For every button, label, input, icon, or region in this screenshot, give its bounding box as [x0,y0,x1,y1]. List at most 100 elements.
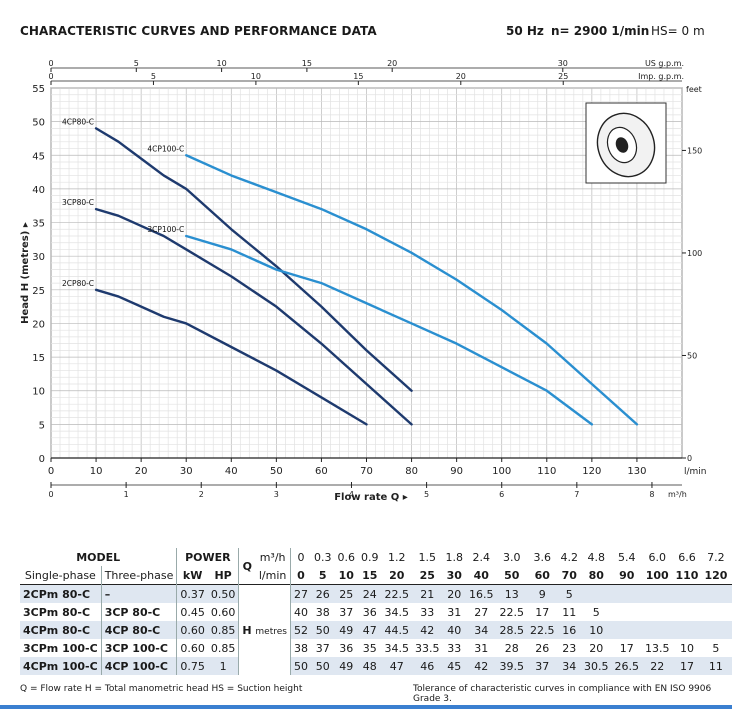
head-value: 20 [580,639,612,657]
three-phase-model: 4CP 100-C [100,657,177,675]
feet-tick-label: 0 [687,454,692,463]
q-m3h-value: 1.5 [411,548,443,566]
head-value: 16.5 [465,584,497,603]
head-value [672,584,702,603]
q-lmin-value: 120 [701,566,731,585]
head-value [641,621,673,639]
head-value: 49 [334,657,358,675]
head-value: 33.5 [411,639,443,657]
head-value: 26.5 [611,657,642,675]
y-axis-title: Head H (metres) ▸ [20,222,31,324]
single-phase-header: Single-phase [20,566,102,585]
model-header: MODEL [20,548,177,566]
power-kw: 0.45 [176,603,208,621]
head-value: 47 [381,657,412,675]
single-phase-model: 4CPm 100-C [20,657,102,675]
y-tick-label: 15 [32,353,45,364]
feet-tick-label: 100 [687,249,702,258]
head-value: 13.5 [641,639,673,657]
q-m3h-value: 0 [289,548,311,566]
us-gpm-tick-label: 15 [302,59,312,68]
q-lmin-value: 25 [411,566,443,585]
m3h-tick-label: 7 [574,490,579,499]
q-m3h-value: 0.6 [334,548,358,566]
x-tick-label: 60 [315,466,328,477]
q-lmin-value: 130 [730,566,732,585]
head-value: 37 [310,639,335,657]
y-tick-label: 30 [32,252,45,263]
head-value: 40 [442,621,466,639]
q-m3h-value: 0.3 [310,548,335,566]
q-lmin-value: 110 [672,566,702,585]
q-lmin-value: 60 [526,566,558,585]
imp-gpm-tick-label: 25 [558,72,568,81]
single-phase-model: 4CPm 80-C [20,621,102,639]
series-line-2CP80-C [94,288,368,426]
y-tick-label: 40 [32,185,45,196]
x-tick-label: 90 [450,466,463,477]
m3h-unit-label: m³/h [668,490,687,499]
head-value: 34.5 [381,639,412,657]
head-value: 25 [334,584,358,603]
y-tick-label: 5 [39,420,45,431]
head-value: 11 [701,657,731,675]
m3h-tick-label: 0 [48,490,53,499]
lmin-unit: l/min [255,566,291,585]
q-lmin-value: 10 [334,566,358,585]
series-label-3CP80-C: 3CP80-C [62,198,94,207]
head-value: 22 [641,657,673,675]
series-label-4CP100-C: 4CP100-C [147,144,184,153]
imp-gpm-tick-label: 15 [353,72,363,81]
series-line-4CP100-C [185,154,639,426]
head-value: 9 [526,584,558,603]
m3h-tick-label: 2 [199,490,204,499]
y-tick-label: 10 [32,387,45,398]
suction-label: HS= 0 m [651,24,705,38]
q-lmin-value: 40 [465,566,497,585]
power-kw: 0.60 [176,639,208,657]
head-value: 40 [289,603,311,621]
head-value: 52 [289,621,311,639]
head-value: 22.5 [526,621,558,639]
head-value [701,603,731,621]
m3h-tick-label: 4 [349,490,354,499]
x-tick-label: 20 [135,466,148,477]
x-unit-label: l/min [684,467,707,477]
head-value: 30.5 [580,657,612,675]
head-value: 5 [701,639,731,657]
head-label: H metres [238,584,291,675]
head-value: 33 [442,639,466,657]
y-tick-label: 55 [32,84,45,95]
head-value: 45 [442,657,466,675]
head-value: 39.5 [496,657,527,675]
head-value [730,584,732,603]
imp-gpm-tick-label: 0 [48,72,53,81]
head-value: 49 [334,621,358,639]
head-value [730,639,732,657]
head-value: 5 [580,603,612,621]
footer-legend: Q = Flow rate H = Total manometric head … [20,684,303,694]
x-tick-label: 120 [582,466,601,477]
y-tick-label: 25 [32,286,45,297]
head-value [672,621,702,639]
q-lmin-value: 15 [357,566,382,585]
head-value: 5 [730,657,732,675]
power-header: POWER [176,548,239,566]
m3h-unit: m³/h [255,548,291,566]
series-line-4CP80-C [94,127,413,392]
x-axis-title: Flow rate Q ▸ [334,492,408,503]
q-m3h-value: 0.9 [357,548,382,566]
head-value [730,621,732,639]
head-value: 27 [465,603,497,621]
power-hp: 0.85 [207,621,239,639]
power-hp: 1 [207,657,239,675]
q-m3h-value: 7.2 [701,548,731,566]
us-gpm-unit-label: US g.p.m. [645,59,684,68]
us-gpm-tick-label: 20 [387,59,397,68]
table-row: 3CPm 100-C 3CP 100-C 0.60 0.85 38 37 36 35 34.5 3… [20,639,732,657]
q-m3h-value: 6.6 [672,548,702,566]
head-value [701,621,731,639]
power-kw: 0.37 [176,584,208,603]
head-value: 44.5 [381,621,412,639]
